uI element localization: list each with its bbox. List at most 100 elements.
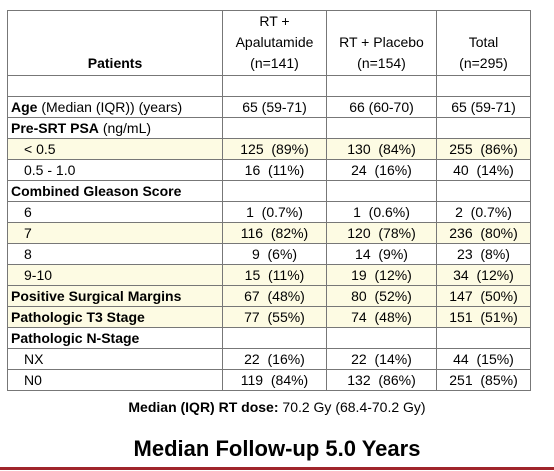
row-label-text: 6	[24, 204, 32, 220]
value-cell: 132 (86%)	[326, 369, 437, 391]
row-label: Pathologic N-Stage	[7, 327, 223, 349]
value-cell: 40 (14%)	[436, 159, 531, 181]
column-n: (n=154)	[357, 55, 406, 71]
value-cell	[326, 327, 437, 349]
row-label: < 0.5	[7, 138, 223, 160]
value-cell: 74 (48%)	[326, 306, 437, 328]
row-label: 8	[7, 243, 223, 265]
value-cell: 147 (50%)	[436, 285, 531, 307]
row-label-text: Pathologic T3 Stage	[11, 309, 145, 325]
table-row: Combined Gleason Score	[7, 180, 531, 202]
header-row: Patients RT + Apalutamide (n=141) RT + Plac…	[7, 10, 531, 76]
value-cell: 65 (59-71)	[222, 96, 327, 118]
row-label: N0	[7, 369, 223, 391]
column-name: RT + Placebo	[339, 34, 424, 50]
value-cell	[222, 180, 327, 202]
row-label: Age (Median (IQR)) (years)	[7, 96, 223, 118]
value-cell	[326, 180, 437, 202]
value-cell: 251 (85%)	[436, 369, 531, 391]
row-label: 0.5 - 1.0	[7, 159, 223, 181]
table-row: Pathologic T3 Stage 77 (55%) 74 (48%) 151 (…	[7, 306, 531, 328]
value-cell: 14 (9%)	[326, 243, 437, 265]
column-header: RT + Apalutamide (n=141)	[222, 10, 327, 76]
empty-cell	[222, 75, 327, 97]
value-cell: 67 (48%)	[222, 285, 327, 307]
row-label: Positive Surgical Margins	[7, 285, 223, 307]
row-label-text: Pathologic N-Stage	[11, 330, 140, 346]
column-name: Total	[468, 34, 499, 50]
column-n: (n=141)	[250, 55, 299, 71]
value-cell: 22 (16%)	[222, 348, 327, 370]
row-label: NX	[7, 348, 223, 370]
row-label: 9-10	[7, 264, 223, 286]
row-label-note: (ng/mL)	[102, 120, 152, 136]
value-cell: 2 (0.7%)	[436, 201, 531, 223]
footnote: Median (IQR) RT dose: 70.2 Gy (68.4-70.2…	[0, 399, 554, 415]
row-label: Combined Gleason Score	[7, 180, 223, 202]
value-cell: 116 (82%)	[222, 222, 327, 244]
value-cell	[436, 180, 531, 202]
value-cell: 119 (84%)	[222, 369, 327, 391]
table-row: Pathologic N-Stage	[7, 327, 531, 349]
row-label: Pathologic T3 Stage	[7, 306, 223, 328]
value-cell: 34 (12%)	[436, 264, 531, 286]
row-label-text: N0	[24, 372, 42, 388]
row-label-text: 8	[24, 246, 32, 262]
value-cell: 9 (6%)	[222, 243, 327, 265]
value-cell: 1 (0.6%)	[326, 201, 437, 223]
value-cell: 125 (89%)	[222, 138, 327, 160]
row-label: Pre-SRT PSA (ng/mL)	[7, 117, 223, 139]
row-label-text: Age	[11, 99, 38, 115]
empty-cell	[326, 75, 437, 97]
value-cell: 65 (59-71)	[436, 96, 531, 118]
row-label-text: 7	[24, 225, 32, 241]
bottom-rule	[0, 467, 554, 470]
footnote-text: 70.2 Gy (68.4-70.2 Gy)	[282, 399, 426, 415]
empty-cell	[7, 75, 223, 97]
table-row: NX 22 (16%) 22 (14%) 44 (15%)	[7, 348, 531, 370]
value-cell: 151 (51%)	[436, 306, 531, 328]
value-cell: 77 (55%)	[222, 306, 327, 328]
data-table: Patients RT + Apalutamide (n=141) RT + Plac…	[7, 10, 531, 391]
value-cell	[326, 117, 437, 139]
value-cell: 22 (14%)	[326, 348, 437, 370]
table-row: 6 1 (0.7%) 1 (0.6%) 2 (0.7%)	[7, 201, 531, 223]
value-cell	[436, 327, 531, 349]
title: Median Follow-up 5.0 Years	[133, 436, 421, 461]
value-cell	[436, 117, 531, 139]
value-cell: 44 (15%)	[436, 348, 531, 370]
value-cell	[222, 117, 327, 139]
value-cell: 23 (8%)	[436, 243, 531, 265]
row-label-text: < 0.5	[24, 141, 56, 157]
corner-cell: Patients	[7, 10, 223, 76]
table-row: 9-10 15 (11%) 19 (12%) 34 (12%)	[7, 264, 531, 286]
row-label-text: NX	[24, 351, 44, 367]
table-row: Positive Surgical Margins 67 (48%) 80 (52%…	[7, 285, 531, 307]
column-n: (n=295)	[459, 55, 508, 71]
value-cell: 24 (16%)	[326, 159, 437, 181]
column-header: RT + Placebo (n=154)	[326, 10, 437, 76]
table-row: Age (Median (IQR)) (years) 65 (59-71) 66 (…	[7, 96, 531, 118]
footnote-label: Median (IQR) RT dose:	[128, 399, 279, 415]
row-label: 7	[7, 222, 223, 244]
value-cell: 66 (60-70)	[326, 96, 437, 118]
table-row: 8 9 (6%) 14 (9%) 23 (8%)	[7, 243, 531, 265]
value-cell: 255 (86%)	[436, 138, 531, 160]
row-label-text: Combined Gleason Score	[11, 183, 182, 199]
value-cell: 1 (0.7%)	[222, 201, 327, 223]
value-cell: 236 (80%)	[436, 222, 531, 244]
column-name: RT + Apalutamide	[235, 13, 314, 50]
value-cell: 15 (11%)	[222, 264, 327, 286]
row-label: 6	[7, 201, 223, 223]
row-label-text: Positive Surgical Margins	[11, 288, 182, 304]
spacer-row	[7, 75, 531, 97]
table-row: 7 116 (82%) 120 (78%) 236 (80%)	[7, 222, 531, 244]
table-row: < 0.5 125 (89%) 130 (84%) 255 (86%)	[7, 138, 531, 160]
value-cell	[222, 327, 327, 349]
row-label-text: Pre-SRT PSA	[11, 120, 99, 136]
value-cell: 80 (52%)	[326, 285, 437, 307]
corner-label: Patients	[87, 55, 143, 71]
empty-cell	[436, 75, 531, 97]
column-header: Total (n=295)	[436, 10, 531, 76]
